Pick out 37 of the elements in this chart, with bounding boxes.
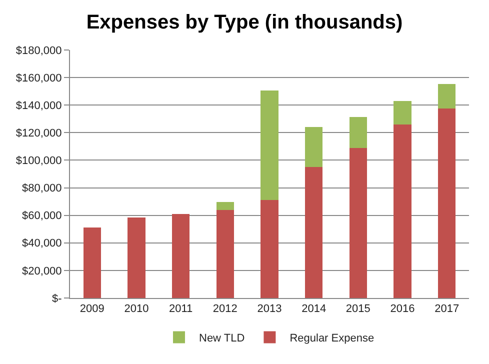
bar [394, 100, 412, 124]
y-tick-label: $60,000 [22, 210, 62, 222]
bar [438, 108, 456, 298]
y-tick-label: $20,000 [22, 265, 62, 278]
x-tick-label: 2014 [302, 303, 326, 316]
y-tick-label: $160,000 [16, 72, 62, 84]
bar [128, 217, 146, 298]
y-tick-label: $100,000 [16, 155, 62, 168]
bar [172, 214, 190, 298]
x-tick-label: 2012 [212, 303, 238, 316]
bar [260, 200, 278, 298]
x-tick-label: 2017 [434, 303, 460, 316]
y-tick-label: $- [52, 292, 62, 305]
bar [394, 124, 412, 298]
y-tick-label: $80,000 [22, 182, 62, 195]
bar [304, 127, 323, 168]
y-tick-label: $140,000 [16, 100, 62, 112]
bar [216, 210, 234, 298]
x-tick-label: 2010 [124, 303, 149, 316]
x-tick-label: 2009 [80, 303, 104, 316]
bar [304, 167, 323, 298]
x-tick-label: 2015 [346, 303, 370, 316]
x-tick-label: 2016 [390, 303, 415, 316]
bar [260, 90, 278, 200]
bar [349, 116, 368, 148]
bar [349, 148, 368, 298]
x-tick-label: 2013 [257, 303, 282, 316]
x-tick-label: 2011 [169, 303, 193, 316]
y-tick-label: $180,000 [16, 44, 62, 57]
y-tick-label: $120,000 [16, 128, 62, 140]
legend-label: New TLD [199, 332, 245, 345]
legend-label: Regular Expense [290, 332, 374, 345]
bar [216, 202, 234, 210]
y-tick-label: $40,000 [22, 238, 62, 250]
bar [438, 84, 456, 109]
bar [83, 228, 102, 298]
chart-title: Expenses by Type (in thousands) [86, 12, 403, 34]
